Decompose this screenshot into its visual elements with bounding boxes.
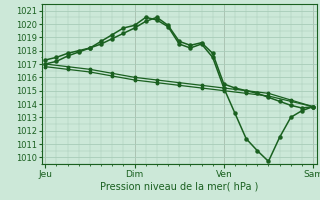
- X-axis label: Pression niveau de la mer( hPa ): Pression niveau de la mer( hPa ): [100, 181, 258, 191]
